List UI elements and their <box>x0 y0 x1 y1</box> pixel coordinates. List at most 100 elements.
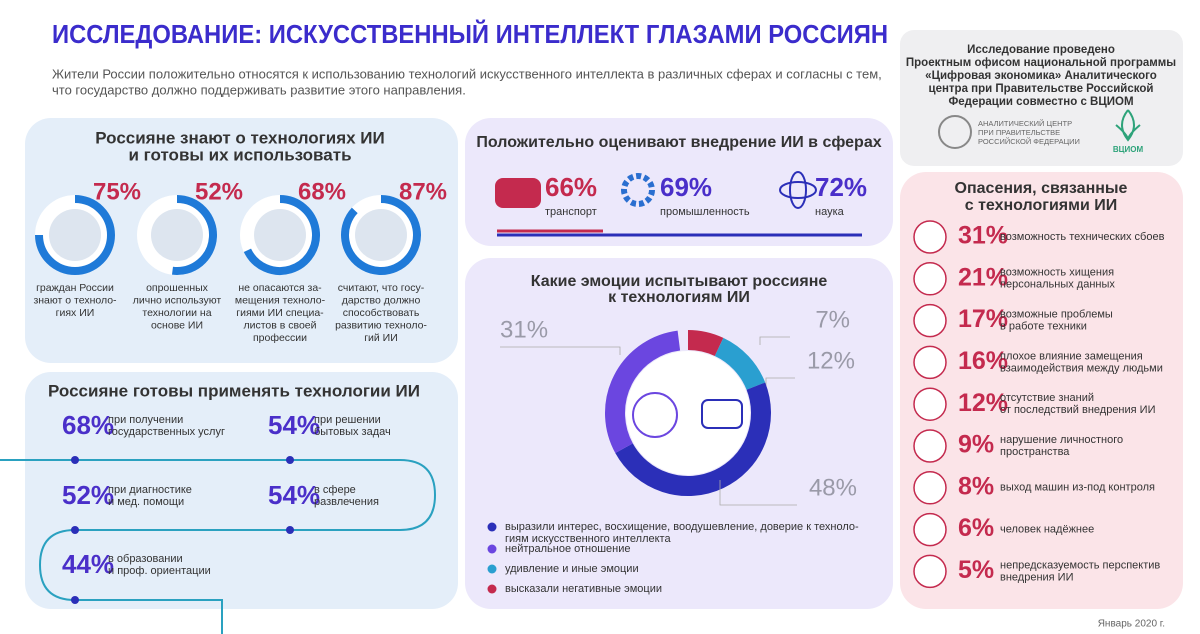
legend-text: выразили интерес, восхищение, воодушевле… <box>505 521 859 533</box>
fear-icon <box>913 554 947 589</box>
ring-caption: развитию техноло- <box>335 319 427 331</box>
sponsor-text: Проектным офисом национальной программы <box>906 57 1176 69</box>
sector-value: 72% <box>815 172 867 202</box>
segment-value: 7% <box>815 306 850 333</box>
ready-value: 54% <box>268 410 320 440</box>
sector-label: наука <box>815 206 845 218</box>
fear-value: 21% <box>958 263 1008 291</box>
icon-car <box>495 178 541 208</box>
fear-text: возможность хищения <box>1000 267 1114 279</box>
sector-label: промышленность <box>660 206 750 218</box>
ring-value: 68% <box>298 178 346 205</box>
donut-segment <box>605 330 681 453</box>
fear-text: возможные проблемы <box>1000 309 1113 321</box>
logo-vciom <box>1115 109 1141 142</box>
ring-caption: технологии на <box>142 307 211 319</box>
illustration-robot <box>701 399 743 429</box>
panel-title: Опасения, связанные <box>955 180 1128 197</box>
sponsor-text: «Цифровая экономика» Аналитического <box>925 70 1157 82</box>
legend-dot <box>487 564 497 574</box>
fear-text: плохое влияние замещения <box>1000 350 1143 362</box>
fear-value: 16% <box>958 347 1008 375</box>
connector-dots <box>71 456 294 604</box>
segment-value: 12% <box>807 347 855 374</box>
ready-text: государственных услуг <box>108 426 225 438</box>
sponsor-text: центра при Правительстве Российской <box>929 83 1154 95</box>
footer-date: Январь 2020 г. <box>1098 619 1165 630</box>
panel-title: с технологиями ИИ <box>965 197 1117 214</box>
fear-icon <box>913 512 947 547</box>
sector-label: транспорт <box>545 206 597 218</box>
ready-text: при решении <box>314 414 381 426</box>
donut-segment <box>714 337 766 391</box>
ready-value: 54% <box>268 480 320 510</box>
legend-text: удивление и иные эмоции <box>505 563 639 575</box>
segment-value: 31% <box>500 316 548 343</box>
ring-icon <box>355 209 407 261</box>
ring-caption: гиях ИИ <box>56 307 95 319</box>
ready-text: в образовании <box>108 553 183 565</box>
ring-arc <box>35 195 115 275</box>
fear-value: 5% <box>958 556 994 584</box>
icon-gear <box>621 173 655 207</box>
legend-text: высказали негативные эмоции <box>505 583 662 595</box>
icon-atom <box>779 181 817 199</box>
fear-text: выход машин из-под контроля <box>1000 482 1155 494</box>
fear-value: 6% <box>958 514 994 542</box>
donut-segment <box>615 382 771 496</box>
panel-fears <box>900 172 1183 609</box>
fear-text: пространства <box>1000 446 1070 458</box>
ready-value: 52% <box>62 480 114 510</box>
ring-value: 87% <box>399 178 447 205</box>
ring-value: 75% <box>93 178 141 205</box>
logo-text: АНАЛИТИЧЕСКИЙ ЦЕНТР <box>978 119 1072 128</box>
fear-icon <box>913 429 947 463</box>
ring-caption: дарство должно <box>342 294 421 306</box>
ring-caption: мещения техноло- <box>235 294 326 306</box>
leader-line <box>500 346 621 355</box>
ring-caption: граждан России <box>36 282 114 294</box>
panel-sectors <box>465 118 893 246</box>
ready-text: и мед. помощи <box>108 496 184 508</box>
fear-text: нарушение личностного <box>1000 434 1123 446</box>
ready-text: при получении <box>108 414 183 426</box>
fear-value: 31% <box>958 222 1008 250</box>
legend-dot <box>487 522 497 532</box>
fear-text: внедрения ИИ <box>1000 571 1074 583</box>
ring-arc <box>243 195 320 275</box>
legend-text: гиям искусственного интеллекта <box>505 533 671 545</box>
fear-text: от последствий внедрения ИИ <box>1000 404 1155 416</box>
panel-title: Россияне готовы применять технологии ИИ <box>48 381 420 400</box>
ring-caption: считают, что госу- <box>338 282 425 294</box>
sponsor-text: Федерации совместно с ВЦИОМ <box>948 96 1133 108</box>
donut-segment <box>687 330 724 357</box>
panel-title: к технологиям ИИ <box>608 289 750 306</box>
leader-line <box>719 480 797 506</box>
ready-text: в сфере <box>314 484 356 496</box>
fear-icon <box>913 220 947 254</box>
fear-value: 12% <box>958 389 1008 417</box>
ring-caption: листов в своей <box>243 319 316 331</box>
logo-text: РОССИЙСКОЙ ФЕДЕРАЦИИ <box>978 137 1080 146</box>
ready-value: 68% <box>62 410 114 440</box>
ready-text: и проф. ориентации <box>108 565 211 577</box>
logo-brand: ВЦИОМ <box>1113 145 1144 154</box>
panel-title: Какие эмоции испытывают россияне <box>531 273 828 290</box>
ring-caption: гиями ИИ специа- <box>236 307 324 319</box>
panel-title: Положительно оценивают внедрение ИИ в сф… <box>476 134 881 151</box>
ready-text: бытовых задач <box>314 426 391 438</box>
subtitle: что государство должно поддерживать разв… <box>52 82 466 97</box>
ring-icon <box>49 209 101 261</box>
ready-value: 44% <box>62 549 114 579</box>
logo-emblem <box>938 115 972 149</box>
fear-text: персональных данных <box>1000 279 1115 291</box>
legend-dot <box>487 544 497 554</box>
ring-caption: не опасаются за- <box>238 282 322 294</box>
legend-text: нейтральное отношение <box>505 543 631 555</box>
ring-caption: способствовать <box>343 307 420 319</box>
panel-title: Россияне знают о технологиях ИИ <box>95 128 385 147</box>
fear-icon <box>913 471 947 505</box>
donut-hole <box>626 351 750 475</box>
